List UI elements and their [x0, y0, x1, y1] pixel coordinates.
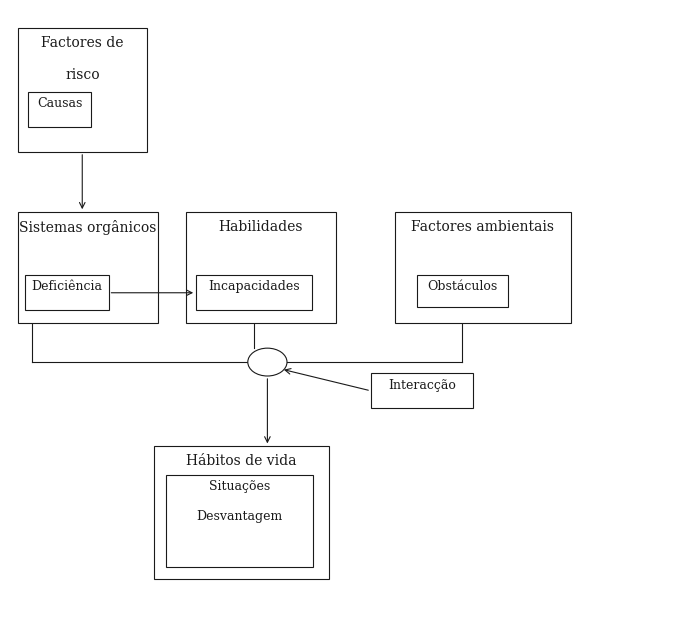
Text: Interacção: Interacção [388, 379, 456, 392]
Text: Incapacidades: Incapacidades [208, 280, 300, 294]
Text: Hábitos de vida: Hábitos de vida [186, 454, 297, 468]
FancyBboxPatch shape [28, 92, 91, 127]
Text: Sistemas orgânicos: Sistemas orgânicos [19, 220, 156, 235]
Text: Obstáculos: Obstáculos [427, 280, 497, 294]
Text: Habilidades: Habilidades [218, 220, 303, 234]
FancyBboxPatch shape [395, 212, 570, 323]
FancyBboxPatch shape [154, 446, 329, 579]
FancyBboxPatch shape [166, 475, 313, 567]
FancyBboxPatch shape [18, 28, 147, 152]
FancyBboxPatch shape [18, 212, 158, 323]
Text: Deficiência: Deficiência [31, 280, 102, 294]
FancyBboxPatch shape [196, 275, 312, 310]
FancyBboxPatch shape [416, 275, 508, 307]
FancyBboxPatch shape [186, 212, 336, 323]
Text: Factores de

risco: Factores de risco [41, 36, 123, 82]
FancyBboxPatch shape [371, 373, 472, 408]
Text: Factores ambientais: Factores ambientais [412, 220, 554, 234]
Ellipse shape [248, 348, 287, 376]
Text: Causas: Causas [37, 97, 82, 110]
Text: Situações

Desvantagem: Situações Desvantagem [196, 480, 283, 523]
FancyBboxPatch shape [25, 275, 108, 310]
